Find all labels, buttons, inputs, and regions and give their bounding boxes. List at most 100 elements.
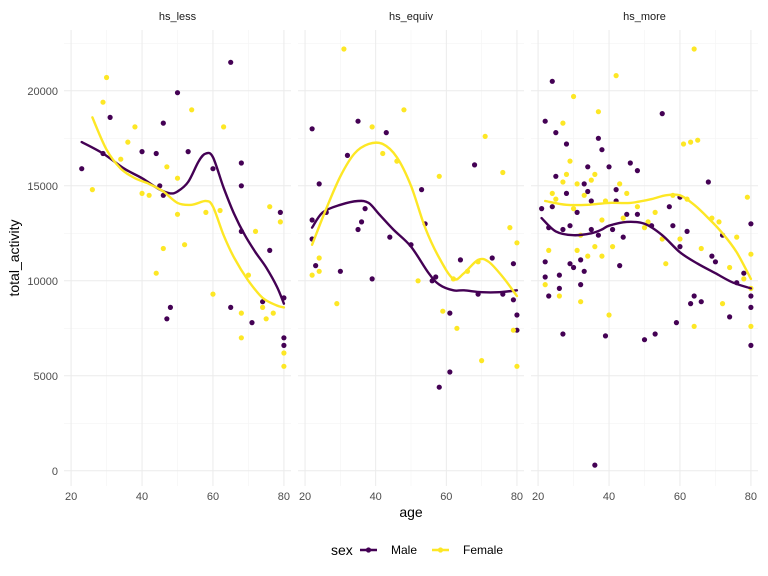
data-point-female xyxy=(316,268,322,274)
data-point-male xyxy=(698,299,704,305)
data-point-male xyxy=(542,118,548,124)
data-point-female xyxy=(454,325,460,331)
data-point-male xyxy=(174,90,181,96)
data-point-male xyxy=(560,226,566,233)
data-point-male xyxy=(107,114,113,120)
data-point-male xyxy=(709,253,715,259)
data-point-female xyxy=(118,156,124,162)
x-tick-label: 20 xyxy=(532,491,544,503)
data-point-female xyxy=(510,327,517,333)
data-point-female xyxy=(560,120,566,126)
y-tick-label: 10000 xyxy=(27,276,58,288)
data-point-female xyxy=(645,219,651,225)
data-point-male xyxy=(634,211,641,217)
data-point-female xyxy=(514,363,520,369)
data-point-male xyxy=(249,320,255,326)
smooth-line-male xyxy=(310,199,519,294)
x-tick-label: 60 xyxy=(674,491,686,503)
data-point-male xyxy=(741,270,747,276)
data-point-male xyxy=(309,217,315,223)
data-point-male xyxy=(570,264,577,271)
legend-label-male: Male xyxy=(391,543,417,557)
data-point-male xyxy=(585,164,591,170)
x-tick-label: 60 xyxy=(440,491,452,503)
smooth-line-female xyxy=(544,193,753,281)
legend-title: sex xyxy=(331,542,353,558)
data-point-male xyxy=(595,232,601,238)
data-point-female xyxy=(663,261,669,267)
x-tick-label: 20 xyxy=(299,491,311,503)
legend-key-female xyxy=(432,547,449,553)
data-point-male xyxy=(344,152,351,158)
data-point-male xyxy=(164,316,170,322)
data-point-female xyxy=(174,175,181,181)
data-point-male xyxy=(228,59,234,65)
plot-area: hs_less 20 40 60 80 hs_equiv 20 40 60 80 hs_more 20… xyxy=(64,11,758,503)
data-point-female xyxy=(617,181,623,187)
data-point-female xyxy=(514,240,520,246)
data-point-male xyxy=(627,160,633,166)
data-point-female xyxy=(574,247,580,253)
data-point-male xyxy=(362,206,368,212)
data-point-female xyxy=(592,244,598,250)
data-point-male xyxy=(210,166,216,172)
x-tick-label: 40 xyxy=(603,491,615,503)
data-point-male xyxy=(606,164,612,170)
data-point-female xyxy=(415,278,421,284)
data-point-female xyxy=(89,187,95,193)
data-point-male xyxy=(510,297,517,303)
data-point-female xyxy=(652,209,658,215)
data-point-male xyxy=(599,147,605,153)
data-point-male xyxy=(387,234,393,240)
data-point-male xyxy=(595,135,601,141)
data-point-female xyxy=(103,74,110,81)
data-point-male xyxy=(748,304,754,310)
y-tick-label: 0 xyxy=(52,466,58,478)
data-point-male xyxy=(546,293,552,299)
data-point-female xyxy=(744,194,750,200)
data-point-male xyxy=(567,223,573,229)
data-point-female xyxy=(620,215,626,221)
data-point-male xyxy=(160,120,166,126)
data-point-female xyxy=(309,272,315,278)
data-point-female xyxy=(570,206,577,212)
data-point-female xyxy=(260,304,266,310)
data-point-male xyxy=(748,342,754,348)
data-point-male xyxy=(238,183,244,189)
data-point-male xyxy=(624,211,630,217)
data-point-male xyxy=(383,130,389,136)
data-point-female xyxy=(281,363,287,369)
data-point-female xyxy=(203,209,209,215)
data-point-male xyxy=(549,78,555,84)
data-point-male xyxy=(309,126,315,132)
data-point-female xyxy=(588,177,594,183)
data-point-female xyxy=(507,225,513,231)
data-point-female xyxy=(546,247,552,253)
data-point-male xyxy=(556,285,562,291)
data-point-male xyxy=(677,244,683,250)
data-point-female xyxy=(139,190,145,196)
data-point-male xyxy=(691,293,697,299)
data-point-female xyxy=(316,255,322,261)
data-point-female xyxy=(100,99,106,105)
data-point-female xyxy=(210,291,216,297)
data-point-male xyxy=(585,188,591,195)
data-point-male xyxy=(673,320,680,326)
data-point-male xyxy=(542,274,548,280)
data-point-female xyxy=(677,236,683,242)
data-point-female xyxy=(238,335,244,341)
data-point-female xyxy=(245,272,252,278)
data-point-female xyxy=(595,109,601,115)
data-point-male xyxy=(620,234,626,240)
data-point-female xyxy=(164,164,170,170)
data-point-male xyxy=(369,276,375,282)
data-point-female xyxy=(634,204,641,210)
data-point-male xyxy=(238,160,244,166)
data-point-male xyxy=(588,198,594,204)
data-point-male xyxy=(652,331,658,337)
data-point-male xyxy=(688,301,694,307)
data-point-female xyxy=(599,253,605,259)
data-point-female xyxy=(716,219,722,225)
smooth-line-female xyxy=(91,116,286,309)
